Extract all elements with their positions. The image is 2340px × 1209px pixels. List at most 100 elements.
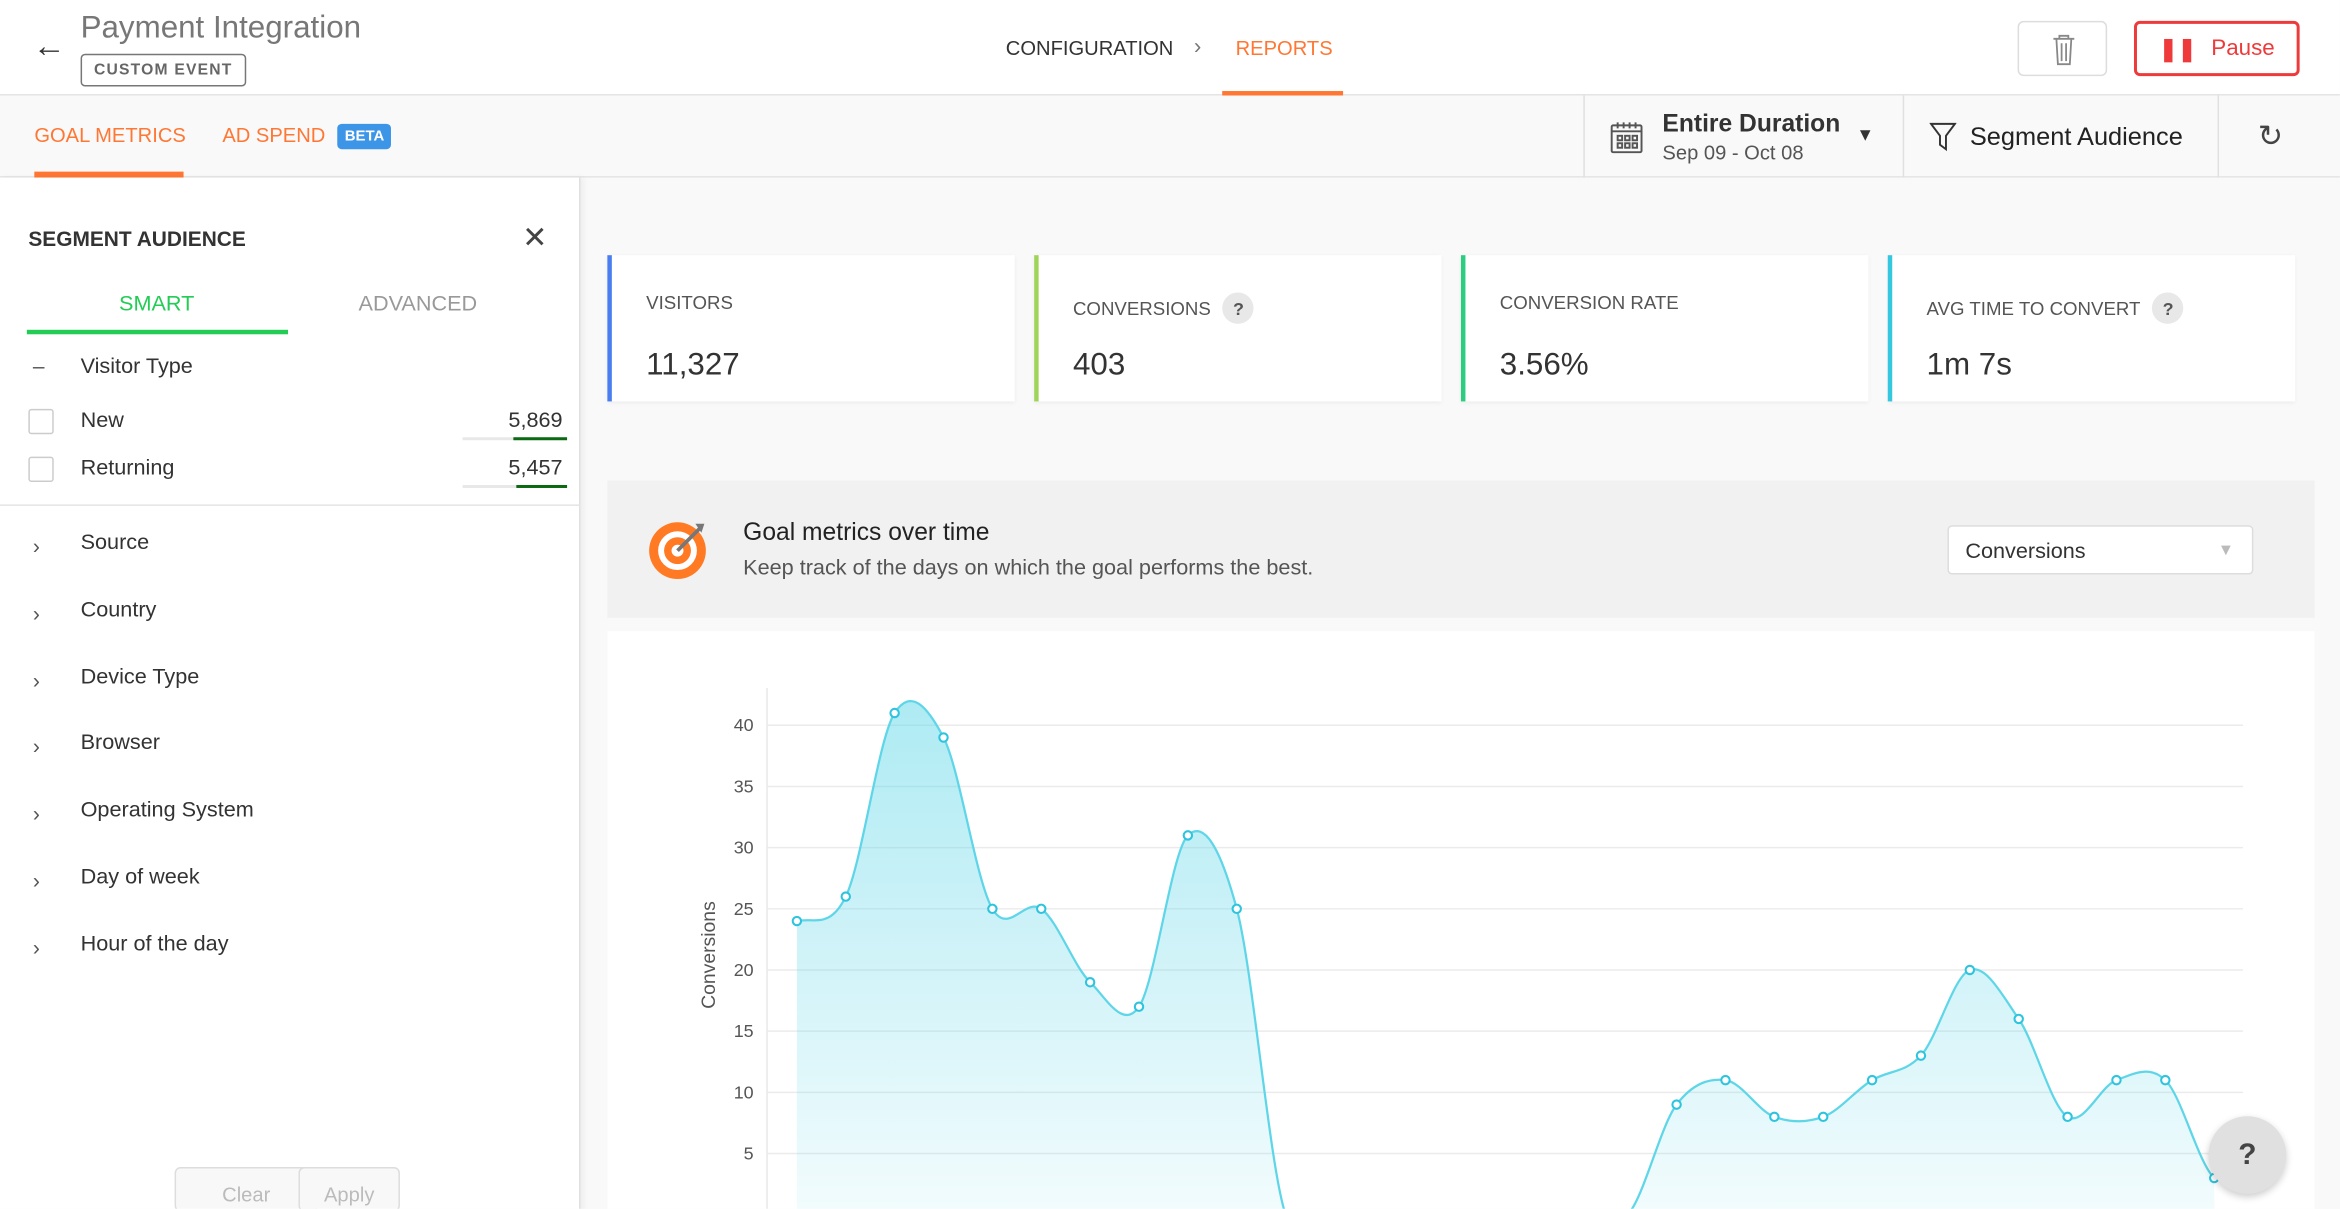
share-bar	[462, 484, 568, 488]
goal-metrics-header: Goal metrics over time Keep track of the…	[607, 480, 2315, 618]
data-point[interactable]	[987, 903, 998, 915]
data-point[interactable]	[1769, 1111, 1780, 1123]
chevron-right-icon: ›	[1193, 34, 1202, 60]
divider	[1583, 95, 1585, 178]
data-point[interactable]	[889, 707, 900, 719]
data-point[interactable]	[2160, 1074, 2171, 1086]
delete-button[interactable]	[2017, 20, 2108, 77]
option-label: Returning	[80, 456, 175, 481]
category-country[interactable]: › Country	[0, 598, 581, 631]
data-point[interactable]	[1866, 1074, 1878, 1086]
data-point[interactable]	[1915, 1050, 1927, 1061]
data-point[interactable]	[1133, 1001, 1145, 1012]
checkbox[interactable]	[28, 456, 54, 483]
breadcrumb-configuration[interactable]: CONFIGURATION	[1005, 37, 1174, 60]
category-browser[interactable]: › Browser	[0, 732, 581, 765]
help-icon[interactable]: ?	[1222, 292, 1255, 324]
option-new[interactable]: New 5,869	[0, 407, 581, 443]
category-device-type[interactable]: › Device Type	[0, 665, 581, 698]
y-tick-label: 30	[734, 838, 754, 858]
category-label: Country	[80, 598, 157, 622]
data-point[interactable]	[1182, 830, 1194, 841]
group-label: Visitor Type	[80, 355, 193, 380]
date-range-dropdown[interactable]: Entire Duration Sep 09 - Oct 08 ▼	[1585, 96, 1901, 178]
pause-label: Pause	[2211, 35, 2275, 62]
page-title: Payment Integration	[80, 10, 362, 45]
help-button[interactable]: ?	[2208, 1116, 2287, 1194]
option-returning[interactable]: Returning 5,457	[0, 455, 581, 491]
data-point[interactable]	[2013, 1013, 2024, 1025]
trash-icon	[2053, 34, 2075, 66]
y-tick-label: 5	[744, 1144, 754, 1164]
visitor-type-group[interactable]: – Visitor Type	[0, 354, 581, 385]
metric-value: 3.56%	[1499, 347, 1589, 383]
metric-select[interactable]: Conversions ▼	[1947, 525, 2254, 575]
divider	[2217, 95, 2220, 178]
target-icon	[649, 522, 706, 580]
metric-value: 1m 7s	[1926, 347, 2012, 383]
y-tick-label: 15	[734, 1021, 754, 1041]
metric-card-conversions: CONVERSIONS? 403	[1034, 255, 1442, 402]
y-tick-label: 35	[734, 776, 754, 796]
option-count: 5,457	[508, 456, 563, 481]
segment-audience-panel: SEGMENT AUDIENCE ✕ SMART ADVANCED – Visi…	[0, 177, 581, 1209]
category-label: Operating System	[80, 798, 254, 823]
data-point[interactable]	[1231, 903, 1242, 915]
data-point[interactable]	[1671, 1099, 1682, 1110]
data-point[interactable]	[938, 732, 949, 743]
duration-range: Sep 09 - Oct 08	[1662, 141, 1804, 165]
apply-button[interactable]: Apply	[298, 1166, 400, 1209]
chevron-right-icon: ›	[32, 935, 40, 960]
option-count: 5,869	[508, 408, 563, 433]
refresh-icon[interactable]: ↻	[2257, 120, 2283, 154]
data-point[interactable]	[791, 915, 803, 927]
help-icon[interactable]: ?	[2152, 292, 2184, 324]
category-operating-system[interactable]: › Operating System	[0, 799, 581, 832]
calendar-icon	[1610, 122, 1643, 154]
metric-card-avg-time-to-convert: AVG TIME TO CONVERT? 1m 7s	[1887, 255, 2296, 402]
active-tab-indicator	[1222, 91, 1344, 96]
data-point[interactable]	[1964, 964, 1976, 976]
chevron-right-icon: ›	[32, 868, 40, 893]
category-day-of-week[interactable]: › Day of week	[0, 866, 581, 899]
metric-label: VISITORS	[646, 292, 733, 314]
segment-audience-button[interactable]: Segment Audience	[1904, 96, 2216, 178]
data-point[interactable]	[840, 891, 851, 902]
tab-advanced[interactable]: ADVANCED	[358, 292, 478, 317]
data-point[interactable]	[1817, 1111, 1829, 1123]
segment-audience-label: Segment Audience	[1969, 122, 2183, 151]
data-point[interactable]	[1036, 903, 1047, 915]
option-label: New	[80, 408, 124, 433]
breadcrumb-reports[interactable]: REPORTS	[1235, 37, 1333, 60]
clear-button[interactable]: Clear	[174, 1166, 318, 1209]
pause-button[interactable]: ❚❚ Pause	[2133, 20, 2300, 77]
checkbox[interactable]	[28, 408, 54, 435]
close-icon[interactable]: ✕	[522, 222, 548, 256]
tab-goal-metrics[interactable]: GOAL METRICS	[34, 123, 186, 147]
y-tick-label: 20	[734, 960, 754, 980]
panel-title: SEGMENT AUDIENCE	[28, 226, 246, 251]
back-arrow-icon[interactable]: ←	[32, 26, 66, 65]
category-label: Day of week	[80, 865, 200, 890]
data-point[interactable]	[1084, 977, 1096, 988]
pause-icon: ❚❚	[2158, 36, 2197, 62]
y-tick-label: 10	[734, 1082, 754, 1102]
data-point[interactable]	[2111, 1074, 2122, 1086]
data-point[interactable]	[1720, 1074, 1731, 1086]
metric-card-conversion-rate: CONVERSION RATE 3.56%	[1460, 255, 1869, 402]
chevron-right-icon: ›	[32, 801, 40, 826]
category-source[interactable]: › Source	[0, 531, 581, 564]
category-label: Source	[80, 531, 150, 556]
tab-smart[interactable]: SMART	[119, 292, 195, 317]
tab-ad-spend[interactable]: AD SPEND	[222, 123, 326, 147]
y-tick-label: 25	[734, 899, 754, 919]
data-point[interactable]	[2062, 1111, 2073, 1123]
category-hour-of-the-day[interactable]: › Hour of the day	[0, 932, 581, 965]
chart-svg: 5 10 15 20 25 30 35 40 Conversions	[698, 687, 2243, 1209]
filter-icon	[1929, 122, 1957, 152]
caret-down-icon: ▼	[1856, 123, 1875, 145]
active-tab-indicator	[34, 171, 184, 178]
metric-value: 11,327	[646, 347, 740, 383]
chevron-right-icon: ›	[32, 534, 40, 559]
chevron-right-icon: ›	[32, 734, 40, 759]
